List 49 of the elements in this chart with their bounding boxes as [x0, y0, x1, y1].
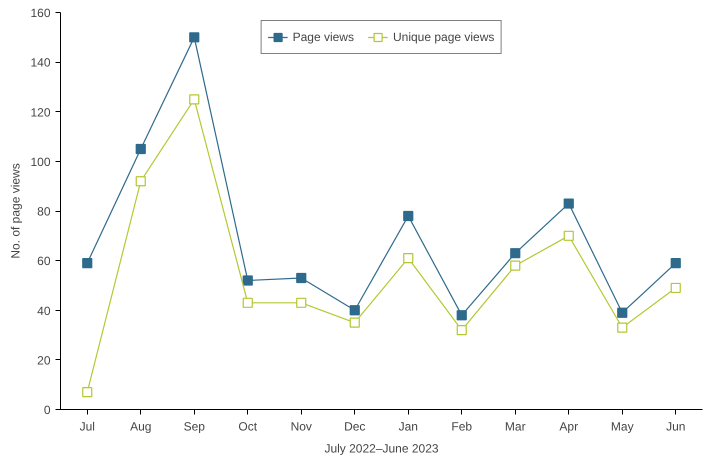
- point: [564, 230, 574, 241]
- point: [189, 32, 200, 42]
- x-tick-label: Mar: [504, 420, 526, 434]
- point: [296, 272, 306, 284]
- point: [350, 318, 360, 328]
- point: [136, 144, 146, 154]
- x-axis-title: July 2022–June 2023: [324, 442, 439, 456]
- y-tick-label: 120: [30, 105, 51, 120]
- x-tick-label: Jun: [666, 420, 686, 434]
- point: [403, 210, 414, 222]
- y-tick-label: 40: [37, 304, 51, 318]
- point: [350, 305, 360, 316]
- x-tick-label: Oct: [238, 420, 258, 434]
- point: [189, 94, 200, 104]
- x-tick-label: Jul: [80, 420, 95, 434]
- x-tick-label: Nov: [290, 420, 312, 434]
- point: [456, 310, 467, 320]
- x-tick-label: Sep: [184, 420, 206, 434]
- point: [82, 387, 92, 398]
- x-tick-label: Dec: [344, 420, 366, 434]
- x-tick-label: Apr: [559, 420, 578, 434]
- x-tick-label: Jan: [398, 420, 418, 434]
- point: [670, 258, 681, 268]
- point: [617, 308, 628, 318]
- point: [242, 275, 253, 286]
- y-tick-label: 0: [44, 403, 51, 417]
- y-tick-label: 160: [30, 6, 51, 20]
- point: [82, 258, 92, 268]
- point: [670, 282, 681, 294]
- point: [510, 260, 520, 271]
- point: [456, 325, 467, 336]
- point: [510, 248, 520, 258]
- point: [564, 198, 574, 209]
- point: [242, 298, 253, 308]
- x-tick-label: May: [610, 420, 634, 434]
- point: [617, 322, 628, 333]
- legend-label: Unique page views: [392, 30, 494, 44]
- point: [136, 176, 146, 186]
- point: [403, 253, 414, 264]
- x-tick-label: Aug: [130, 420, 152, 434]
- y-tick-label: 100: [30, 154, 51, 169]
- legend-label: Page views: [292, 30, 354, 44]
- y-tick-label: 140: [30, 56, 51, 70]
- y-tick-label: 60: [37, 254, 51, 268]
- y-tick-label: 80: [37, 204, 51, 218]
- y-axis-title: No. of page views: [8, 163, 22, 259]
- x-tick-label: Feb: [451, 420, 472, 434]
- y-tick-label: 20: [37, 353, 51, 368]
- point: [296, 298, 306, 308]
